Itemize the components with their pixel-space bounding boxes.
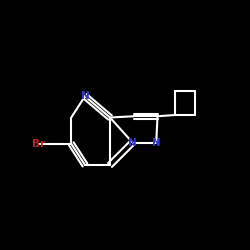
Text: N: N bbox=[152, 138, 160, 147]
Text: N: N bbox=[128, 138, 137, 147]
Text: Br: Br bbox=[32, 139, 45, 149]
Text: N: N bbox=[80, 91, 90, 101]
